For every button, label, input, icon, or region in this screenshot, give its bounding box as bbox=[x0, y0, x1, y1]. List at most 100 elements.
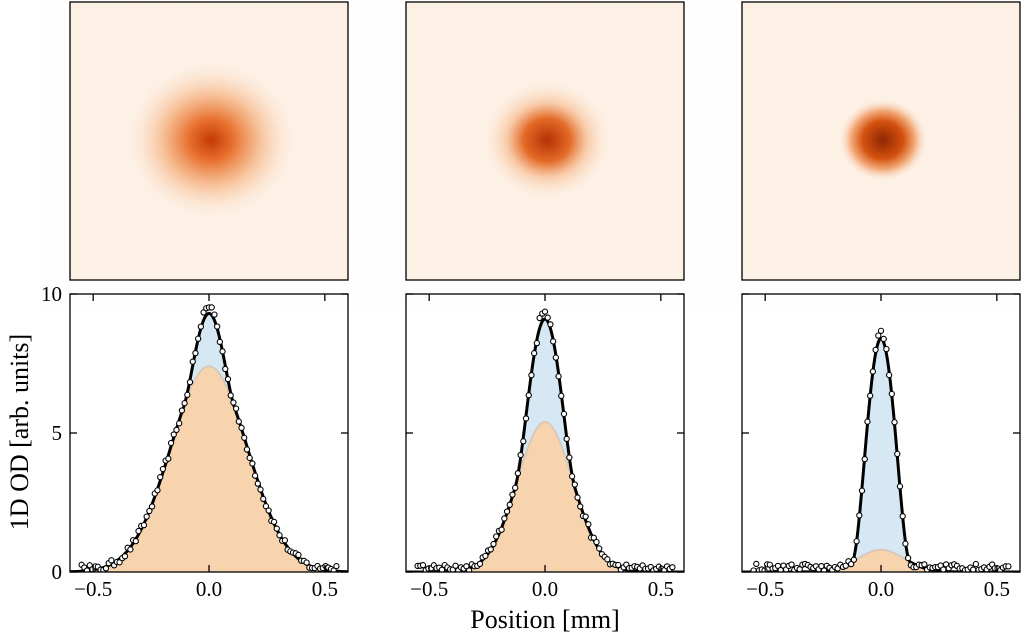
data-point bbox=[476, 560, 484, 568]
data-point bbox=[669, 564, 676, 571]
data-point bbox=[211, 311, 218, 318]
data-point bbox=[501, 515, 508, 522]
data-point bbox=[273, 525, 280, 532]
data-point bbox=[157, 474, 164, 481]
data-point bbox=[885, 371, 893, 379]
data-point bbox=[872, 346, 879, 354]
data-point bbox=[582, 513, 589, 520]
x-tick-label: −0.5 bbox=[74, 577, 112, 601]
data-point bbox=[596, 545, 603, 552]
data-point bbox=[571, 481, 578, 488]
data-point bbox=[558, 392, 565, 399]
profile-panel-right: −0.5 0.0 0.5 bbox=[741, 293, 1021, 601]
data-point bbox=[222, 365, 229, 373]
data-point bbox=[902, 540, 909, 547]
data-point bbox=[262, 503, 270, 510]
data-points bbox=[414, 308, 676, 572]
data-point bbox=[213, 323, 221, 330]
data-point bbox=[490, 540, 497, 548]
data-point bbox=[154, 487, 161, 494]
y-tick-label: 0 bbox=[52, 560, 63, 584]
data-point bbox=[232, 405, 240, 412]
data-point bbox=[512, 484, 519, 491]
plot-area bbox=[742, 327, 1020, 572]
data-point bbox=[249, 460, 256, 467]
data-point bbox=[541, 308, 549, 315]
data-point bbox=[555, 373, 562, 380]
data-point bbox=[574, 494, 581, 501]
data-point bbox=[219, 348, 226, 355]
data-point bbox=[593, 538, 600, 546]
atom-cloud bbox=[837, 98, 929, 182]
data-point bbox=[251, 472, 259, 479]
data-point bbox=[498, 526, 505, 533]
data-point bbox=[861, 456, 868, 463]
data-point bbox=[438, 566, 446, 572]
data-point bbox=[303, 559, 310, 566]
image-frame bbox=[741, 1, 1021, 281]
data-point bbox=[590, 534, 597, 541]
density-profiles: −0.5 0.0 0.5 0 5 10 −0.5 0.0 0.5 −0.5 0.0 0.5 bbox=[41, 282, 1021, 601]
data-point bbox=[463, 563, 470, 570]
data-point bbox=[192, 350, 199, 357]
data-point bbox=[896, 483, 904, 490]
data-point bbox=[883, 345, 890, 353]
data-point bbox=[143, 513, 150, 520]
data-point bbox=[270, 518, 278, 526]
data-point bbox=[189, 358, 196, 365]
data-point bbox=[604, 556, 611, 563]
data-point bbox=[891, 419, 898, 426]
data-point bbox=[159, 465, 167, 473]
data-point bbox=[877, 327, 885, 334]
data-point bbox=[102, 565, 110, 572]
data-point bbox=[517, 451, 524, 459]
condensate-fill bbox=[742, 338, 1020, 572]
data-point bbox=[176, 420, 183, 427]
data-point bbox=[503, 508, 511, 515]
data-point bbox=[549, 338, 557, 345]
data-point bbox=[820, 567, 828, 572]
data-point bbox=[1005, 563, 1012, 570]
data-point bbox=[200, 309, 207, 316]
data-point bbox=[869, 368, 877, 375]
thermal-fill bbox=[742, 549, 1020, 572]
atom-cloud bbox=[122, 58, 300, 222]
data-point bbox=[216, 338, 223, 346]
data-point bbox=[875, 332, 882, 339]
data-point bbox=[566, 454, 573, 461]
y-tick-label: 10 bbox=[41, 282, 62, 306]
data-point bbox=[132, 538, 139, 545]
data-point bbox=[568, 473, 576, 480]
data-point bbox=[257, 486, 264, 493]
data-point bbox=[246, 454, 253, 462]
data-point bbox=[533, 339, 541, 347]
data-point bbox=[894, 450, 901, 458]
data-point bbox=[178, 407, 186, 414]
data-point bbox=[265, 507, 272, 514]
y-axis-title: 1D OD [arb. units] bbox=[5, 334, 34, 530]
x-tick-label: 0.5 bbox=[648, 577, 674, 601]
x-tick-label: 0.0 bbox=[532, 577, 558, 601]
data-point bbox=[563, 435, 570, 443]
data-point bbox=[235, 418, 242, 425]
x-tick-label: 0.5 bbox=[312, 577, 338, 601]
image-panel-left bbox=[69, 1, 349, 281]
data-point bbox=[173, 426, 180, 434]
image-panel-right bbox=[741, 1, 1021, 281]
data-point bbox=[585, 521, 592, 528]
data-point bbox=[241, 434, 248, 441]
data-point bbox=[197, 323, 205, 330]
data-point bbox=[465, 567, 473, 572]
x-tick-label: 0.0 bbox=[196, 577, 222, 601]
data-point bbox=[452, 562, 459, 569]
data-point bbox=[921, 561, 928, 568]
data-point bbox=[148, 503, 156, 510]
data-point bbox=[880, 335, 887, 343]
data-point bbox=[850, 556, 858, 563]
profile-panel-middle: −0.5 0.0 0.5 bbox=[405, 293, 685, 601]
data-point bbox=[552, 354, 559, 361]
data-point bbox=[140, 522, 148, 529]
data-point bbox=[230, 399, 237, 406]
data-point bbox=[493, 533, 500, 540]
plot-area bbox=[406, 308, 684, 572]
